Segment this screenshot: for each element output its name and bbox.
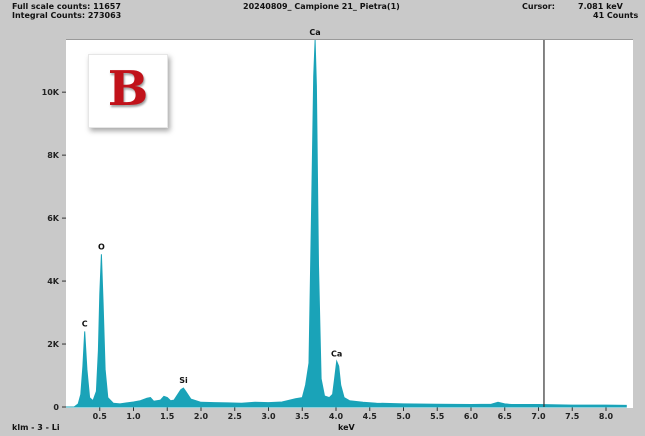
y-tick-label: 0: [53, 403, 59, 412]
klm-marker: klm - 3 - Li: [12, 423, 60, 432]
cursor-value: 7.081 keV: [578, 2, 623, 11]
cursor-label: Cursor:: [522, 2, 555, 11]
spectrum-area: [66, 39, 627, 408]
x-axis: 0.5 1.0 1.5 2.0 2.5 3.0 3.5 4.0 4.5 5.0 5.5 6.0 6.5 7…: [93, 407, 614, 421]
x-tick-label: 3.0: [261, 412, 276, 421]
spectrum-title: 20240809_ Campione 21_ Pietra(1): [243, 2, 400, 11]
panel-letter: B: [107, 61, 149, 117]
x-tick-label: 3.5: [295, 412, 310, 421]
full-scale-counts: Full scale counts: 11657: [12, 2, 121, 11]
x-tick-label: 2.5: [228, 412, 243, 421]
x-tick-label: 6.5: [498, 412, 513, 421]
peak-label: C: [82, 319, 88, 328]
x-tick-label: 4.0: [329, 412, 344, 421]
peak-label: Ca: [309, 28, 320, 37]
y-tick-label: 4K: [47, 277, 60, 286]
cursor-counts: 41 Counts: [593, 11, 639, 20]
y-tick-label: 6K: [47, 214, 60, 223]
peak-label: Si: [179, 376, 188, 385]
x-tick-label: 7.5: [565, 412, 580, 421]
x-tick-label: 4.5: [363, 412, 378, 421]
integral-counts: Integral Counts: 273063: [12, 11, 122, 20]
x-tick-label: 6.0: [464, 412, 479, 421]
x-tick-label: 5.0: [396, 412, 411, 421]
y-axis: 0 2K 4K 6K 8K 10K: [42, 88, 66, 412]
peak-label: O: [98, 242, 105, 251]
peak-label: Ca: [331, 349, 342, 358]
y-tick-label: 8K: [47, 151, 60, 160]
peak-labels: C O Si Ca Ca: [82, 28, 343, 385]
x-tick-label: 5.5: [430, 412, 445, 421]
x-tick-label: 7.0: [531, 412, 546, 421]
x-tick-label: 1.0: [126, 412, 141, 421]
y-tick-label: 2K: [47, 340, 60, 349]
x-tick-label: 0.5: [93, 412, 108, 421]
x-tick-label: 8.0: [599, 412, 614, 421]
y-tick-label: 10K: [42, 88, 60, 97]
x-tick-label: 2.0: [194, 412, 209, 421]
x-tick-label: 1.5: [160, 412, 175, 421]
panel-badge: B: [88, 54, 168, 128]
x-axis-label: keV: [338, 423, 355, 432]
